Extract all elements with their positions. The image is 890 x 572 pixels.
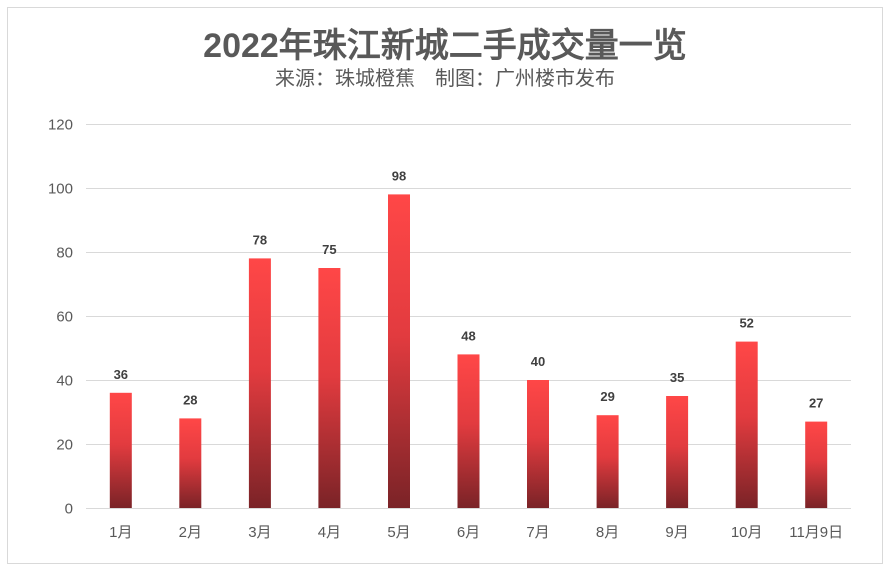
data-label: 40 [531,354,545,369]
data-label: 75 [322,242,336,257]
bar [248,258,271,508]
data-label: 98 [392,168,406,183]
x-tick-label: 2月 [179,524,202,541]
y-axis-tick-labels: 0 20 40 60 80 100 120 [48,117,73,518]
bar [596,415,619,508]
x-tick-label: 6月 [457,524,480,541]
x-tick-label: 10月 [731,524,763,541]
data-label: 29 [600,389,614,404]
x-tick-label: 5月 [387,524,410,541]
data-label: 52 [739,316,753,331]
data-label: 48 [461,328,475,343]
x-axis-tick-labels: 1月 2月 3月 4月 5月 6月 7月 8月 9月 10月 11月9日 [109,524,843,541]
data-label: 36 [114,367,128,382]
bar [666,396,689,508]
bar [179,418,202,508]
data-label: 78 [253,232,267,247]
data-labels: 36 28 78 75 98 48 40 29 35 52 27 [114,168,824,410]
bar [735,341,758,508]
bar [388,194,410,508]
x-tick-label: 1月 [109,524,132,541]
y-tick-label: 20 [56,437,73,454]
y-tick-label: 60 [56,309,73,326]
y-tick-label: 0 [65,501,73,518]
x-tick-label: 3月 [248,524,271,541]
bar [318,268,341,508]
x-tick-label: 8月 [596,524,619,541]
y-tick-label: 40 [56,373,73,390]
y-tick-label: 100 [48,181,73,198]
chart-title: 2022年珠江新城二手成交量一览 [203,26,687,65]
x-tick-label: 7月 [526,524,549,541]
bar [109,392,132,508]
bars [109,194,828,508]
chart-subtitle: 来源：珠城橙蕉 制图：广州楼市发布 [275,67,615,90]
bar [527,380,549,508]
y-tick-label: 80 [56,245,73,262]
data-label: 27 [809,396,823,411]
data-label: 28 [183,392,197,407]
x-tick-label: 11月9日 [789,524,843,541]
data-label: 35 [670,370,684,385]
x-tick-label: 4月 [318,524,341,541]
y-tick-label: 120 [48,117,73,134]
gridlines [86,124,851,509]
bar [457,354,480,508]
bar [805,421,828,508]
x-tick-label: 9月 [665,524,688,541]
